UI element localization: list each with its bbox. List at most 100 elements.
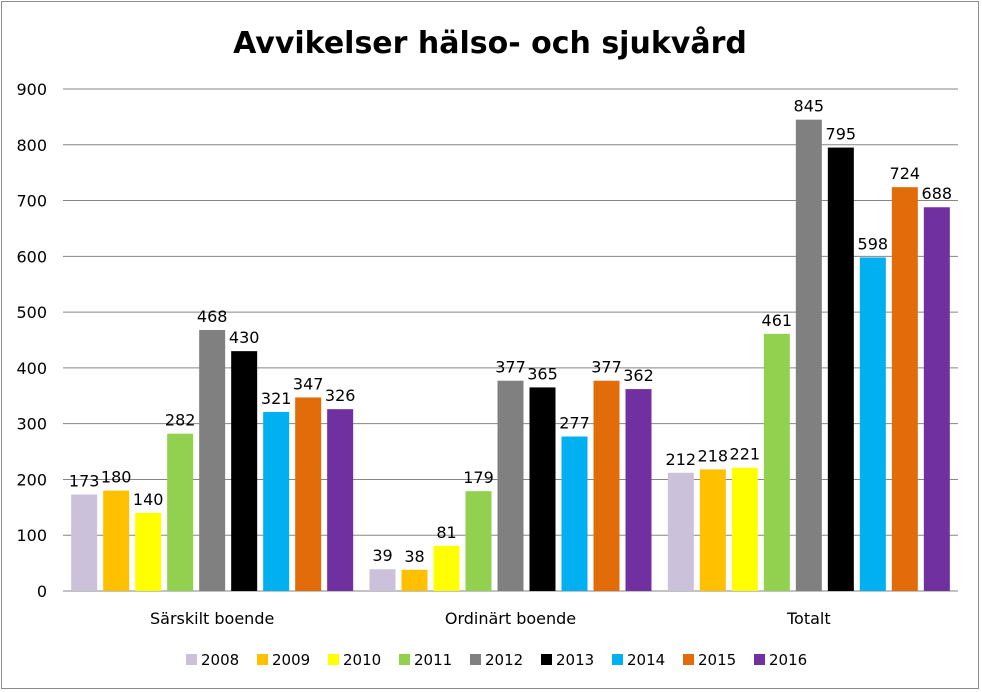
data-label: 321 (261, 389, 292, 408)
data-label: 724 (890, 164, 921, 183)
bar-2013 (231, 351, 258, 591)
chart-title: Avvikelser hälso- och sjukvård (233, 25, 747, 61)
data-label: 461 (762, 311, 793, 330)
bar-2016 (625, 389, 652, 591)
bar-2011 (167, 433, 194, 591)
bar-2016 (923, 207, 950, 591)
bar-2008 (667, 472, 694, 591)
bar-2010 (135, 512, 162, 591)
bar-2013 (529, 387, 556, 591)
data-label: 140 (133, 490, 164, 509)
legend-item-2012: 2012 (470, 651, 523, 669)
x-category-label: Ordinärt boende (445, 609, 576, 628)
legend-item-2010: 2010 (328, 651, 381, 669)
legend-swatch (328, 654, 339, 665)
legend-item-2014: 2014 (612, 651, 665, 669)
x-category-label: Särskilt boende (150, 609, 274, 628)
bar-2010 (433, 545, 460, 591)
data-label: 180 (101, 468, 132, 487)
data-label: 282 (165, 411, 196, 430)
legend-swatch (257, 654, 268, 665)
y-tick-label: 600 (16, 247, 47, 266)
legend-label: 2008 (201, 651, 239, 669)
bar-2012 (199, 329, 226, 591)
y-tick-label: 800 (16, 136, 47, 155)
legend-swatch (541, 654, 552, 665)
legend-item-2011: 2011 (399, 651, 452, 669)
data-label: 38 (404, 547, 424, 566)
bar-2016 (327, 409, 354, 591)
legend-item-2008: 2008 (186, 651, 239, 669)
bar-2014 (859, 257, 886, 591)
data-label: 377 (591, 358, 622, 377)
bar-2012 (795, 119, 822, 591)
legend-label: 2014 (627, 651, 665, 669)
y-tick-label: 100 (16, 526, 47, 545)
data-label: 221 (730, 445, 761, 464)
data-label: 430 (229, 328, 260, 347)
data-label: 795 (826, 125, 857, 144)
legend-swatch (186, 654, 197, 665)
data-label: 377 (495, 358, 526, 377)
legend: 2008 2009 2010 2011 2012 2013 2014 2015 2016 (186, 651, 807, 669)
legend-item-2013: 2013 (541, 651, 594, 669)
y-tick-label: 0 (37, 582, 47, 601)
data-label: 365 (527, 364, 558, 383)
bars (71, 119, 950, 592)
legend-label: 2015 (698, 651, 736, 669)
data-label: 179 (463, 468, 494, 487)
y-tick-label: 900 (16, 80, 47, 99)
bar-2009 (103, 490, 130, 591)
data-label: 326 (325, 386, 356, 405)
legend-label: 2012 (485, 651, 523, 669)
x-category-label: Totalt (786, 609, 831, 628)
data-label: 598 (858, 234, 889, 253)
legend-item-2015: 2015 (683, 651, 736, 669)
legend-item-2009: 2009 (257, 651, 310, 669)
legend-label: 2009 (272, 651, 310, 669)
data-label: 277 (559, 413, 590, 432)
bar-2014 (263, 411, 290, 591)
legend-swatch (470, 654, 481, 665)
legend-item-2016: 2016 (754, 651, 807, 669)
y-axis: 0 100 200 300 400 500 600 700 800 900 (16, 80, 47, 601)
data-label: 212 (666, 450, 697, 469)
x-axis: Särskilt boende Ordinärt boende Totalt (150, 609, 831, 628)
y-tick-label: 500 (16, 303, 47, 322)
bar-2013 (827, 147, 854, 592)
y-tick-label: 200 (16, 470, 47, 489)
y-tick-label: 400 (16, 359, 47, 378)
data-label: 347 (293, 374, 324, 393)
bar-2011 (763, 333, 790, 591)
y-tick-label: 700 (16, 192, 47, 211)
legend-label: 2010 (343, 651, 381, 669)
bar-2010 (731, 467, 758, 591)
bar-2008 (71, 494, 98, 591)
data-label: 218 (698, 446, 729, 465)
bar-2015 (593, 380, 620, 591)
legend-label: 2013 (556, 651, 594, 669)
legend-label: 2016 (769, 651, 807, 669)
data-label: 81 (436, 523, 456, 542)
y-tick-label: 300 (16, 415, 47, 434)
legend-swatch (683, 654, 694, 665)
bar-2015 (891, 187, 918, 591)
bar-2011 (465, 491, 492, 591)
data-label: 39 (372, 546, 392, 565)
data-label: 173 (69, 472, 100, 491)
bar-2009 (401, 569, 428, 591)
bar-2015 (295, 397, 322, 591)
data-label: 468 (197, 307, 228, 326)
bar-2012 (497, 380, 524, 591)
data-label: 362 (623, 366, 654, 385)
bar-2014 (561, 436, 588, 591)
legend-swatch (399, 654, 410, 665)
data-label: 688 (922, 184, 953, 203)
bar-2008 (369, 569, 396, 591)
legend-swatch (754, 654, 765, 665)
legend-swatch (612, 654, 623, 665)
legend-label: 2011 (414, 651, 452, 669)
bar-2009 (699, 469, 726, 591)
